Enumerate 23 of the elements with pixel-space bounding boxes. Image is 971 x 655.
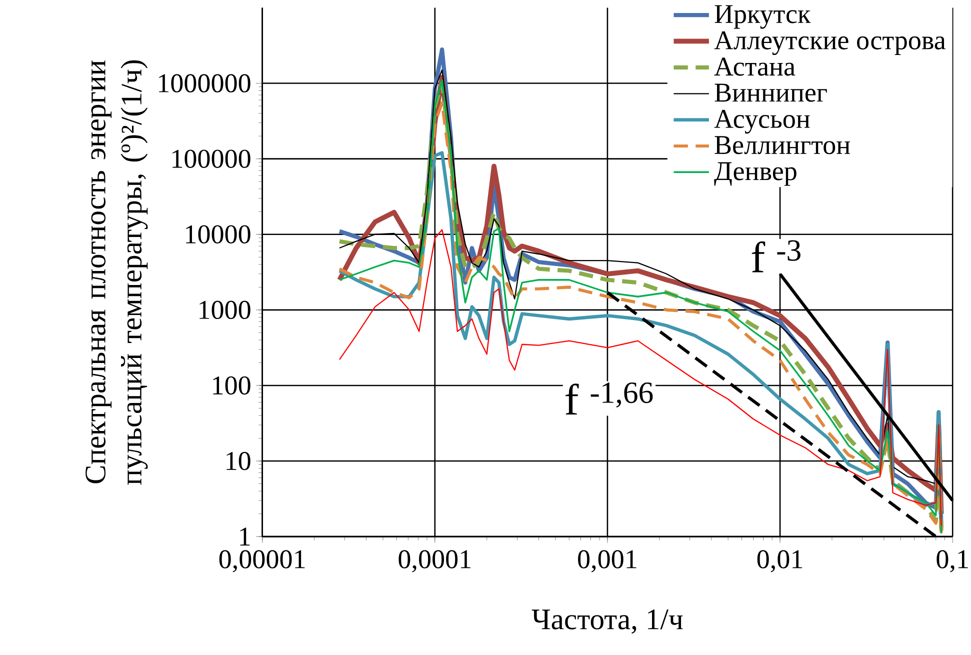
legend-label: Астана	[714, 57, 796, 76]
x-tick-label: 0,0001	[398, 550, 470, 572]
y-tick-label: 100	[213, 376, 250, 394]
y-tick-label: 10	[226, 452, 250, 470]
y-tick-label: 100000	[172, 149, 250, 168]
legend-label: Асусьон	[714, 110, 810, 134]
y-tick-label: 10000	[186, 225, 250, 244]
annotation: f $^{-3}$	[752, 240, 800, 272]
y-tick-label: 1000	[200, 300, 250, 319]
legend-label: Веллингтон	[714, 136, 850, 154]
y-tick-label: 1	[240, 527, 250, 546]
legend-label: Аллеутские острова	[714, 31, 946, 55]
x-tick-label: 0,01	[757, 550, 802, 572]
x-tick-label: 0,00001	[219, 550, 305, 572]
y-axis-title: Спектральная плотность энергии пульсаций температуры, (º)²/(1/ч)	[86, 60, 148, 484]
annotation: f $^{-1,66}$	[565, 382, 653, 414]
y-tick-label: 1000000	[159, 74, 250, 92]
x-axis-title: Частота, 1/ч	[532, 609, 683, 634]
legend-label: Виннипег	[714, 84, 827, 102]
x-tick-label: 0,001	[578, 550, 636, 572]
legend-label: Денвер	[714, 162, 796, 186]
x-tick-label: 0,1	[936, 550, 968, 572]
legend-label: Иркутск	[714, 4, 811, 29]
